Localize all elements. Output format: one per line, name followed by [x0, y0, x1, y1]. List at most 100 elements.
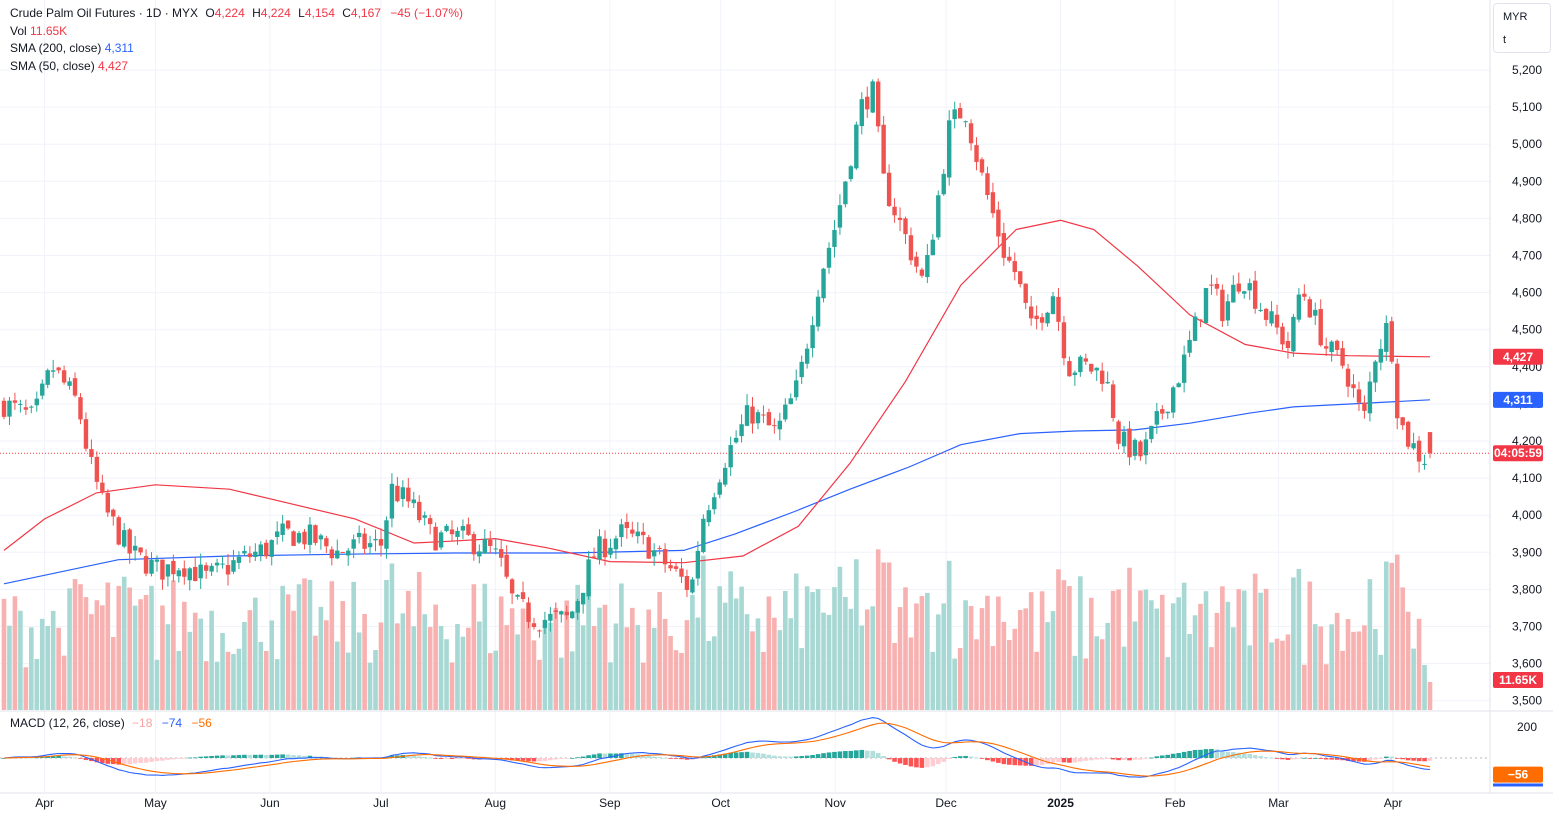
candle	[111, 508, 116, 526]
sma50-line[interactable]	[3, 219, 1431, 564]
volume-bar	[575, 584, 580, 710]
macd-hist-bar	[914, 758, 919, 768]
volume-bar	[679, 652, 684, 710]
candle-body	[160, 559, 165, 580]
macd-hist-bar	[1050, 758, 1056, 763]
macd-hist-bar	[307, 755, 313, 758]
volume-bar	[274, 659, 280, 710]
candle	[881, 116, 886, 174]
candle-body	[1078, 356, 1083, 373]
volume-bar	[187, 631, 193, 710]
macd-hist-bar	[739, 752, 744, 758]
candle	[242, 545, 247, 556]
candle	[1263, 307, 1269, 327]
macd-hist-bar	[935, 758, 941, 765]
macd-hist-bar	[728, 752, 733, 758]
candle-body	[307, 524, 313, 545]
macd-signal-line[interactable]	[3, 722, 1431, 777]
volume-bar	[673, 650, 679, 710]
countdown-tag-bg	[1493, 445, 1543, 462]
macd-hist-bar	[1307, 758, 1313, 759]
date-tick-label: May	[144, 796, 167, 810]
candle-body	[1094, 367, 1099, 371]
candle	[116, 515, 121, 546]
macd-hist-bar	[1061, 758, 1067, 763]
candle	[684, 569, 690, 598]
volume-bar	[624, 627, 630, 710]
volume-bar	[892, 642, 897, 710]
candle	[23, 399, 29, 415]
candle-body	[121, 530, 127, 547]
candle-body	[875, 81, 881, 127]
volume-bar	[935, 614, 941, 710]
macd-legend[interactable]: MACD (12, 26, close) −18 −74 −56	[10, 716, 212, 730]
high-label: H	[252, 6, 261, 20]
macd-hist-bar	[1422, 758, 1427, 762]
volume-bar	[416, 572, 422, 710]
macd-hist-bar	[586, 755, 591, 758]
volume-legend-row[interactable]: Vol 11.65K	[10, 23, 463, 41]
volume-bar	[1400, 587, 1405, 710]
low-label: L	[298, 6, 305, 20]
candle	[143, 549, 149, 577]
volume-bar	[886, 562, 892, 710]
price-tick-label: 3,900	[1512, 545, 1542, 559]
macd-hist-bar	[881, 756, 886, 758]
volume-bar	[1214, 612, 1220, 710]
candle-body	[1291, 316, 1296, 352]
macd-hist-bar	[608, 753, 613, 758]
currency-label[interactable]: MYR	[1503, 11, 1528, 23]
candle	[269, 539, 274, 566]
close-value: 4,167	[350, 6, 381, 20]
volume-bar	[1362, 625, 1367, 710]
candle-body	[1165, 411, 1170, 414]
volume-bar	[1056, 569, 1061, 710]
candle-body	[209, 565, 214, 572]
macd-hist-bar	[1034, 758, 1039, 766]
candle-body	[94, 456, 100, 482]
macd-hist-bar	[875, 753, 881, 758]
currency-unit-selector[interactable]: MYR t	[1493, 3, 1551, 53]
candle	[351, 534, 356, 559]
volume-bar	[542, 628, 548, 710]
candle	[580, 592, 586, 614]
volume-bar	[875, 549, 881, 710]
symbol-title[interactable]: Crude Palm Oil Futures · 1D · MYX	[10, 6, 199, 20]
sma200-legend-row[interactable]: SMA (200, close) 4,311	[10, 40, 463, 58]
volume-bar	[307, 579, 313, 710]
price-candles	[1, 78, 1433, 638]
sma50-legend-row[interactable]: SMA (50, close) 4,427	[10, 58, 463, 76]
volume-bar	[1231, 627, 1236, 710]
macd-hist-bar	[1094, 758, 1100, 760]
candle	[979, 157, 985, 176]
macd-hist-bar	[1159, 755, 1165, 758]
sma200-line[interactable]	[3, 399, 1431, 585]
candle-body	[1203, 288, 1209, 323]
macd-hist-bar	[1345, 758, 1351, 761]
candle	[936, 190, 941, 240]
volume-bar	[247, 610, 253, 710]
macd-hist-bar	[1312, 757, 1318, 759]
macd-hist-bar	[416, 756, 422, 758]
macd-hist-bar	[1099, 758, 1105, 760]
volume-bar	[220, 632, 225, 710]
macd-hist-bar	[974, 757, 979, 759]
candle	[537, 629, 542, 638]
candle	[488, 530, 493, 554]
macd-hist-bar	[979, 758, 985, 759]
candle	[1296, 288, 1302, 323]
macd-hist-bar	[433, 758, 438, 759]
volume-bar	[296, 584, 302, 710]
unit-label[interactable]: t	[1503, 34, 1507, 46]
candle-body	[586, 559, 591, 597]
candle-body	[138, 547, 143, 553]
macd-hist-bar	[1170, 753, 1176, 758]
candle	[1389, 316, 1394, 364]
volume-bar	[50, 610, 56, 710]
candle-body	[662, 549, 668, 565]
macd-line[interactable]	[3, 717, 1431, 778]
candle-body	[89, 449, 94, 457]
macd-hist-bar	[925, 758, 930, 768]
candle	[515, 594, 520, 600]
